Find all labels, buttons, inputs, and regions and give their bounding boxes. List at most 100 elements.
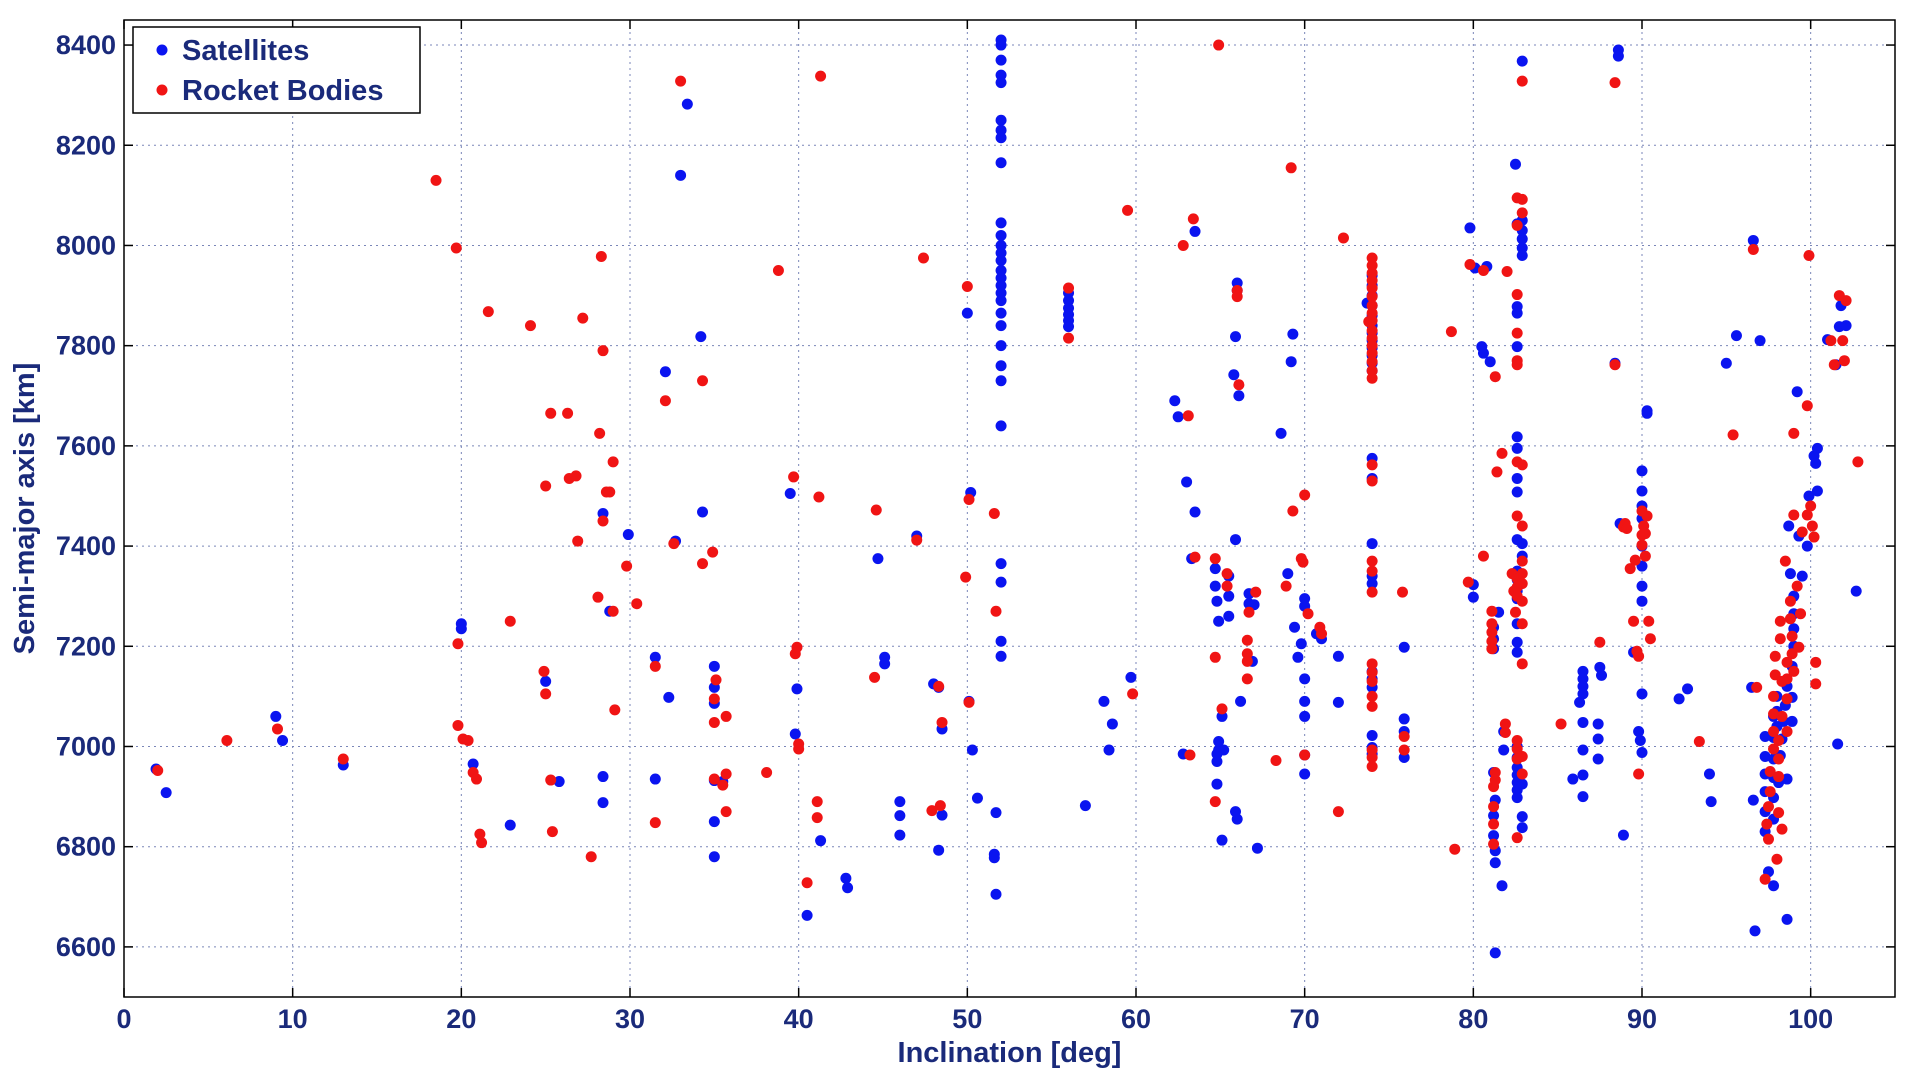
rocket-body-point [1221, 580, 1233, 592]
x-tick-label: 0 [116, 1004, 131, 1034]
rocket-body-point [1781, 725, 1793, 737]
rocket-body-point [1366, 282, 1378, 294]
rocket-body-point [1825, 335, 1837, 347]
satellite-point [1098, 695, 1110, 707]
satellite-point [990, 888, 1002, 900]
y-tick-label: 8400 [56, 30, 116, 60]
satellite-point [160, 787, 172, 799]
rocket-body-point [1774, 615, 1786, 627]
satellite-point [879, 658, 891, 670]
rocket-body-point [1366, 555, 1378, 567]
rocket-body-point [1366, 307, 1378, 319]
satellite-point [1477, 347, 1489, 359]
satellite-point [1213, 735, 1225, 747]
satellite-point [1783, 520, 1795, 532]
rocket-body-point [1516, 658, 1528, 670]
rocket-body-point [1810, 678, 1822, 690]
satellite-point [1511, 636, 1523, 648]
rocket-body-point [1241, 648, 1253, 660]
satellite-point [1230, 806, 1242, 818]
satellite-point [1803, 490, 1815, 502]
satellite-point [990, 807, 1002, 819]
satellite-point [663, 691, 675, 703]
satellite-point [1730, 330, 1742, 342]
satellite-point [1103, 744, 1115, 756]
rocket-body-point [1366, 300, 1378, 312]
satellite-point [995, 420, 1007, 432]
rocket-body-point [1233, 379, 1245, 391]
satellite-point [894, 796, 906, 808]
satellite-point [995, 320, 1007, 332]
rocket-body-point [1516, 75, 1528, 87]
rocket-body-point [1773, 734, 1785, 746]
satellite-point [1213, 615, 1225, 627]
rocket-body-point [1398, 730, 1410, 742]
y-tick-label: 7000 [56, 731, 116, 761]
satellite-point [1596, 669, 1608, 681]
satellite-point [1516, 822, 1528, 834]
rocket-body-point [934, 800, 946, 812]
satellite-point [872, 553, 884, 565]
satellite-point [1299, 695, 1311, 707]
rocket-body-point [524, 320, 536, 332]
rocket-body-point [482, 306, 494, 318]
satellite-point [1791, 386, 1803, 398]
rocket-body-point [1241, 655, 1253, 667]
satellite-point [1289, 621, 1301, 633]
rocket-body-point [1633, 768, 1645, 780]
rocket-body-point [271, 723, 283, 735]
rocket-body-point [1216, 703, 1228, 715]
satellite-point [1759, 751, 1771, 763]
rocket-body-point [1788, 427, 1800, 439]
rocket-body-point [1182, 410, 1194, 422]
rocket-body-point [1747, 243, 1759, 255]
satellite-point [1577, 791, 1589, 803]
x-tick-label: 30 [615, 1004, 645, 1034]
x-tick-label: 80 [1458, 1004, 1488, 1034]
x-tick-label: 10 [278, 1004, 308, 1034]
rocket-body-point [1486, 605, 1498, 617]
satellite-point [995, 39, 1007, 51]
satellite-point [1489, 857, 1501, 869]
satellite-point [1633, 725, 1645, 737]
rocket-body-point [1693, 735, 1705, 747]
rocket-body-point [1366, 459, 1378, 471]
rocket-body-point [1285, 162, 1297, 174]
rocket-body-point [1337, 232, 1349, 244]
rocket-body-point [1489, 767, 1501, 779]
rocket-body-point [869, 671, 881, 683]
satellite-point [995, 114, 1007, 126]
y-tick-label: 6800 [56, 832, 116, 862]
rocket-body-point [933, 680, 945, 692]
satellite-point [1720, 357, 1732, 369]
satellite-point [1673, 693, 1685, 705]
satellite-point [1796, 570, 1808, 582]
rocket-body-point [1477, 550, 1489, 562]
satellite-point [1592, 753, 1604, 765]
rocket-body-point [1629, 554, 1641, 566]
legend: Satellites Rocket Bodies [132, 26, 421, 114]
satellite-point [1781, 913, 1793, 925]
rocket-body-point [540, 480, 552, 492]
rocket-body-point [1784, 613, 1796, 625]
rocket-body-point [1781, 693, 1793, 705]
legend-box [132, 26, 421, 114]
rocket-body-point [1791, 580, 1803, 592]
rocket-body-point [1501, 266, 1513, 278]
satellite-point [708, 660, 720, 672]
satellite-point [1811, 442, 1823, 454]
rocket-body-point [1366, 325, 1378, 337]
rocket-body-point [471, 773, 483, 785]
rocket-body-point [1209, 796, 1221, 808]
rocket-body-point [1516, 568, 1528, 580]
rocket-body-point [1063, 282, 1075, 294]
satellite-point [1282, 568, 1294, 580]
rocket-body-point [1516, 618, 1528, 630]
rocket-body-point [1366, 347, 1378, 359]
satellite-point [1641, 407, 1653, 419]
rocket-body-point [1788, 509, 1800, 521]
rocket-body-point [1127, 688, 1139, 700]
rocket-body-point [1768, 690, 1780, 702]
y-tick-label: 7800 [56, 331, 116, 361]
